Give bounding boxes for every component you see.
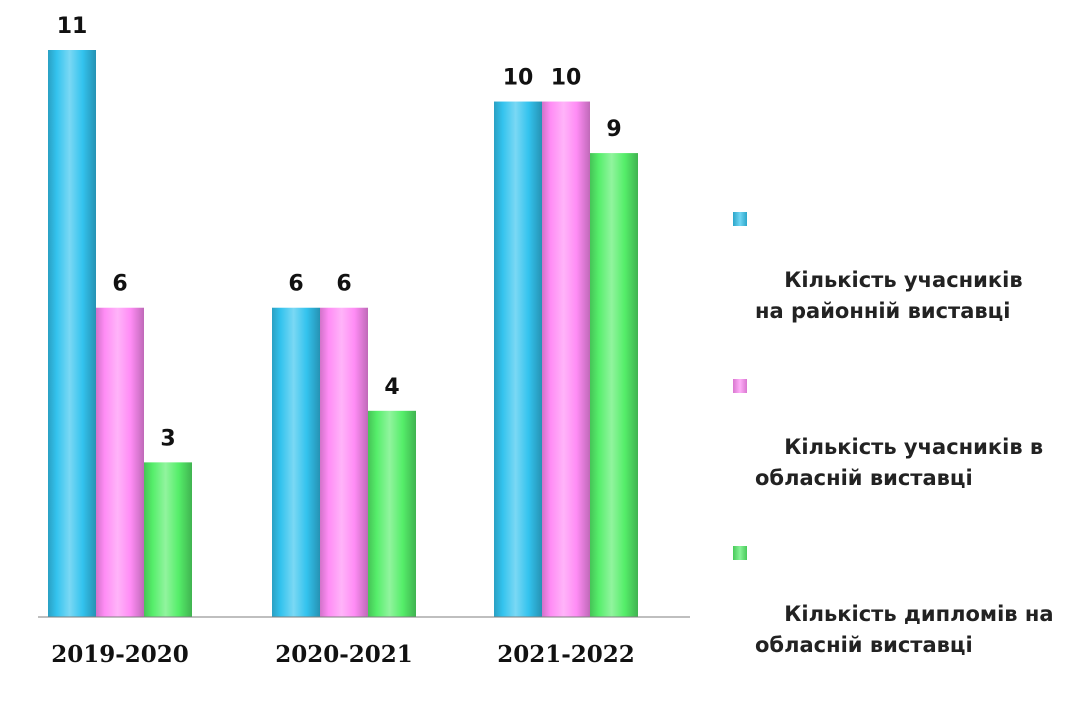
bar-2019-2020-series-0: [48, 50, 96, 617]
bar-2020-2021-series-2: [368, 410, 416, 617]
bars-layer: [48, 50, 638, 617]
bar-2021-2022-series-0: [494, 101, 542, 617]
data-label-2020-2021-series-0: 6: [288, 272, 303, 297]
legend-item-1: Кількість учасників в обласній виставці: [733, 370, 1063, 525]
legend-label-0: Кількість учасників на районній виставці: [755, 268, 1038, 323]
legend-swatch-2: [733, 546, 747, 560]
data-label-2020-2021-series-1: 6: [336, 272, 351, 297]
x-tick-label-1: 2020-2021: [275, 641, 413, 668]
legend-label-2: Кількість дипломів на обласній виставці: [755, 602, 1061, 657]
legend-swatch-0: [733, 212, 747, 226]
data-label-2020-2021-series-2: 4: [384, 375, 399, 400]
bar-2019-2020-series-2: [144, 462, 192, 617]
data-label-2019-2020-series-1: 6: [112, 272, 127, 297]
data-label-2021-2022-series-1: 10: [551, 66, 582, 91]
x-tick-label-0: 2019-2020: [51, 641, 189, 668]
bar-2020-2021-series-1: [320, 307, 368, 617]
bar-2021-2022-series-1: [542, 101, 590, 617]
legend-swatch-1: [733, 379, 747, 393]
labels-layer: 11 6 3 2019-2020 6 6 4 2020-2021 10 10 9 2021-2022: [51, 14, 635, 668]
x-tick-label-2: 2021-2022: [497, 641, 635, 668]
data-label-2019-2020-series-0: 11: [57, 14, 88, 39]
data-label-2019-2020-series-2: 3: [160, 426, 175, 451]
data-label-2021-2022-series-2: 9: [606, 117, 621, 142]
legend-item-2: Кількість дипломів на обласній виставці: [733, 537, 1063, 692]
bar-2020-2021-series-0: [272, 307, 320, 617]
legend-item-0: Кількість учасників на районній виставці: [733, 203, 1063, 358]
legend: Кількість учасників на районній виставці…: [733, 203, 1063, 704]
bar-chart: 11 6 3 2019-2020 6 6 4 2020-2021 10 10 9 2021-2022: [38, 14, 690, 668]
legend-label-1: Кількість учасників в обласній виставці: [755, 435, 1051, 490]
bar-2019-2020-series-1: [96, 307, 144, 617]
bar-2021-2022-series-2: [590, 153, 638, 617]
data-label-2021-2022-series-0: 10: [503, 66, 534, 91]
